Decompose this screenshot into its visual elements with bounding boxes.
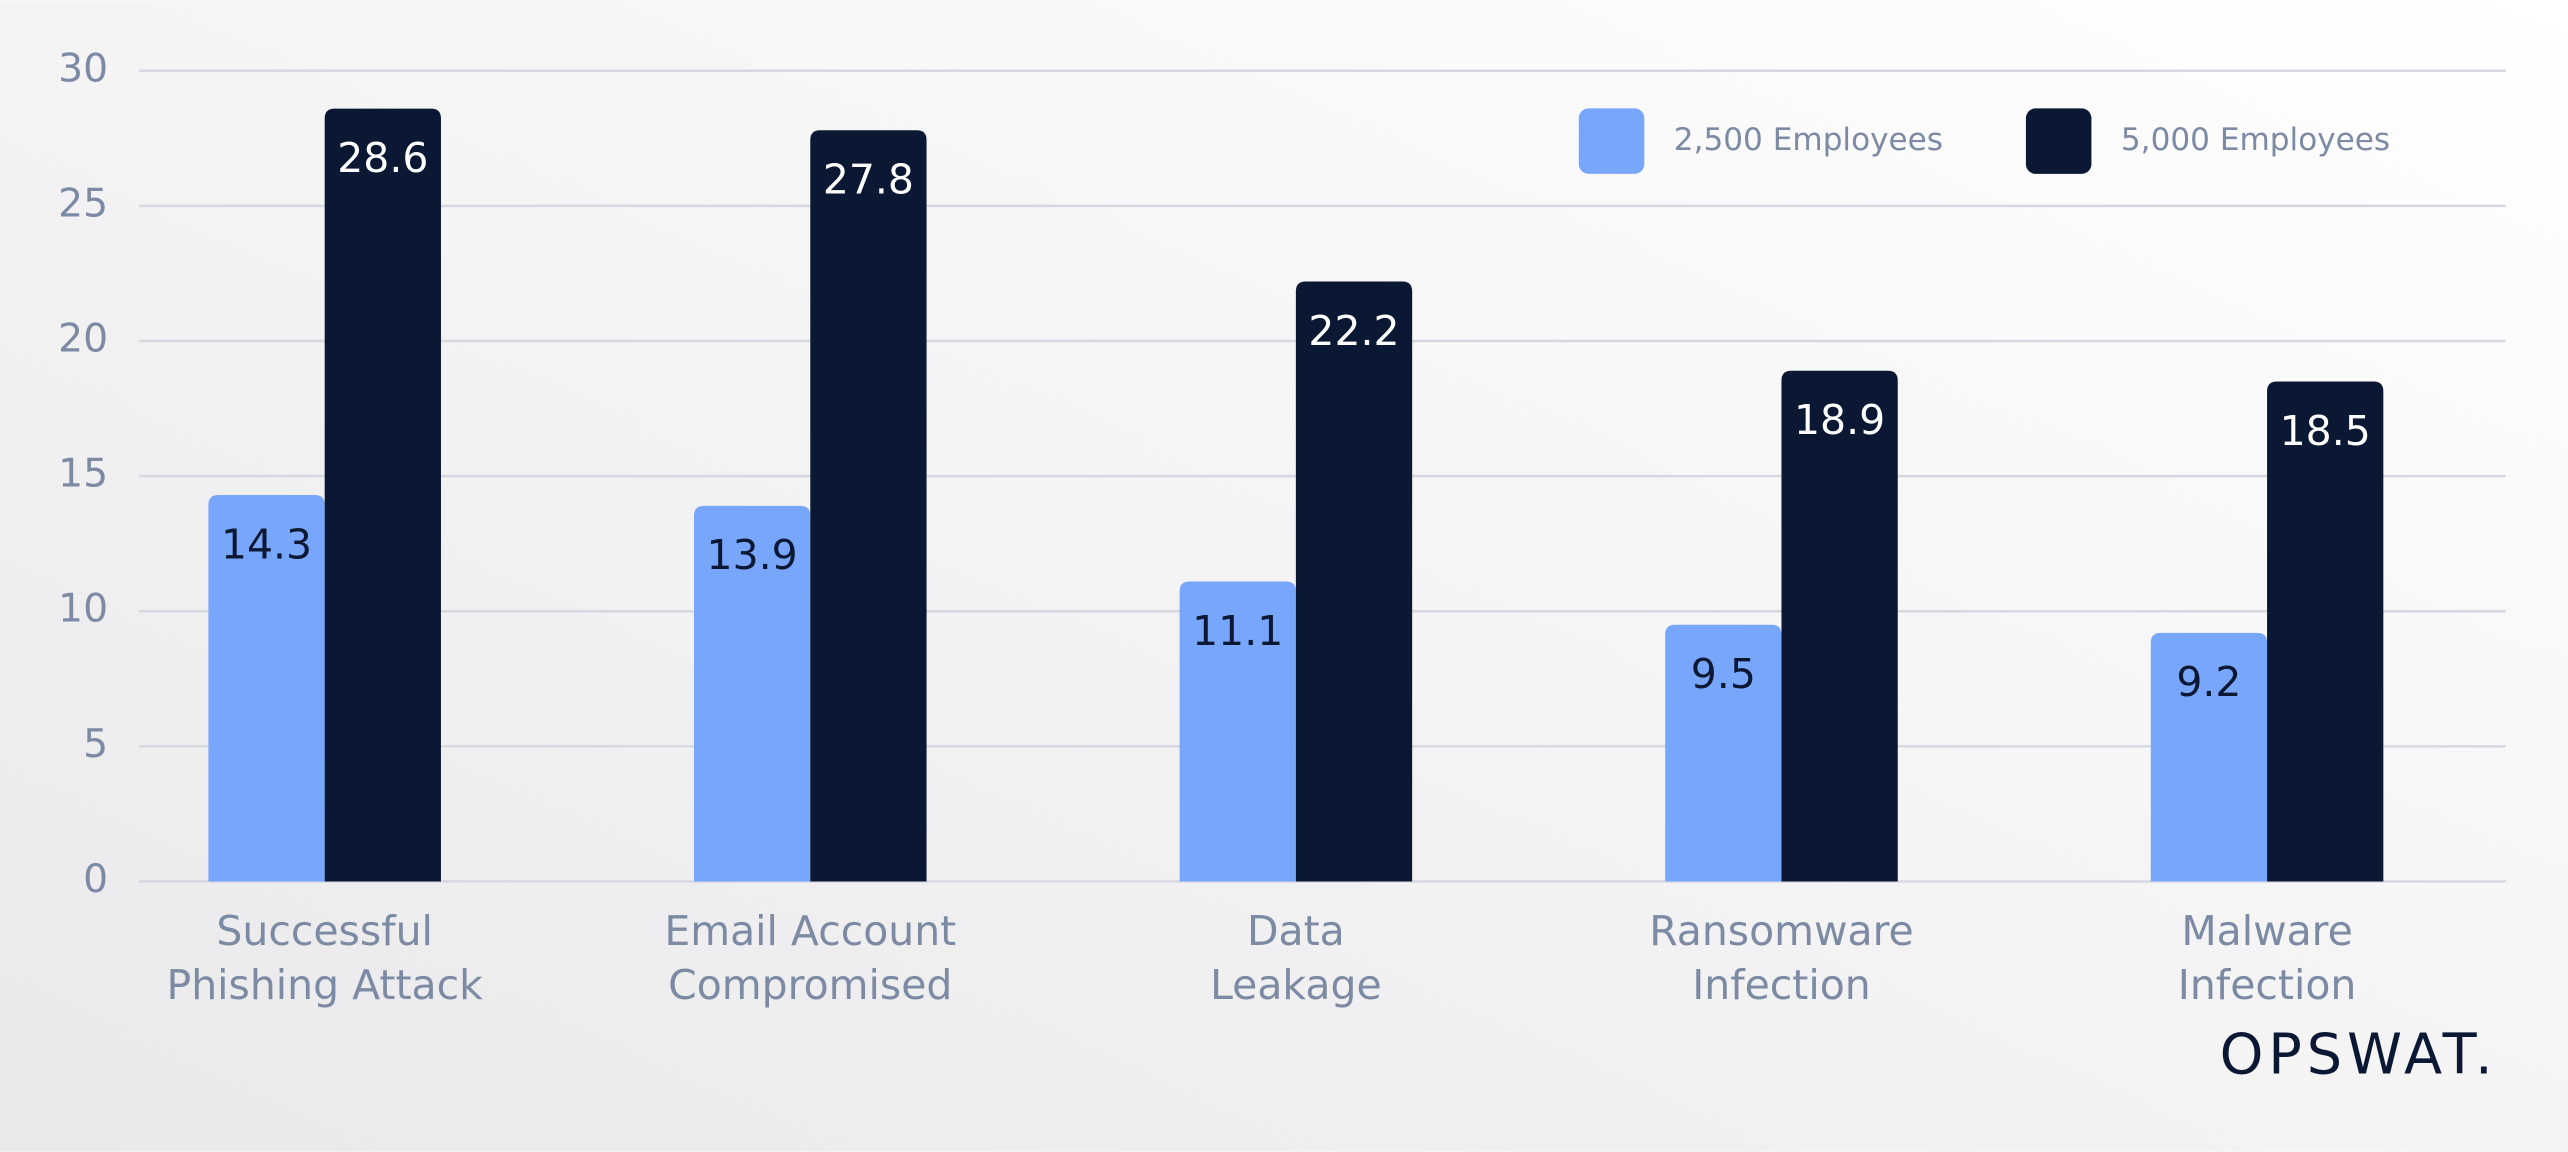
bar — [1665, 624, 1782, 882]
value-label: 14.3 — [221, 520, 312, 568]
bar — [208, 495, 325, 882]
x-tick-label: Malware Infection — [2178, 907, 2357, 1009]
value-label: 13.9 — [707, 531, 798, 579]
bar — [1179, 581, 1296, 882]
value-label: 27.8 — [823, 156, 914, 204]
y-tick-label: 0 — [83, 857, 108, 902]
x-tick-label: Successful Phishing Attack — [167, 907, 484, 1009]
legend-label: 5,000 Employees — [2121, 122, 2390, 158]
bar — [693, 505, 811, 882]
x-tick-label: Data Leakage — [1210, 907, 1382, 1009]
bar — [1781, 370, 1898, 882]
value-label: 11.1 — [1192, 607, 1283, 655]
legend-swatch — [1578, 108, 1645, 174]
value-label: 18.5 — [2280, 407, 2371, 455]
bar — [324, 108, 441, 882]
y-tick-label: 15 — [58, 452, 108, 497]
x-tick-label: Ransomware Infection — [1649, 907, 1914, 1009]
legend-label: 2,500 Employees — [1674, 122, 1943, 158]
y-tick-label: 20 — [58, 316, 108, 361]
bar — [1295, 281, 1413, 882]
value-label: 28.6 — [337, 134, 428, 182]
value-label: 22.2 — [1308, 307, 1399, 355]
legend-swatch — [2025, 108, 2092, 174]
value-label: 18.9 — [1794, 396, 1885, 444]
x-tick-label: Email Account Compromised — [664, 907, 956, 1009]
y-tick-label: 5 — [83, 722, 108, 767]
value-label: 9.2 — [2176, 658, 2241, 706]
bar — [2150, 632, 2268, 882]
logo: OPSWAT. — [2220, 1022, 2498, 1087]
y-tick-label: 30 — [58, 46, 108, 91]
value-label: 9.5 — [1691, 650, 1756, 698]
bar — [810, 130, 927, 882]
y-tick-label: 10 — [58, 587, 108, 632]
y-tick-label: 25 — [58, 181, 108, 226]
bar — [2267, 381, 2384, 882]
